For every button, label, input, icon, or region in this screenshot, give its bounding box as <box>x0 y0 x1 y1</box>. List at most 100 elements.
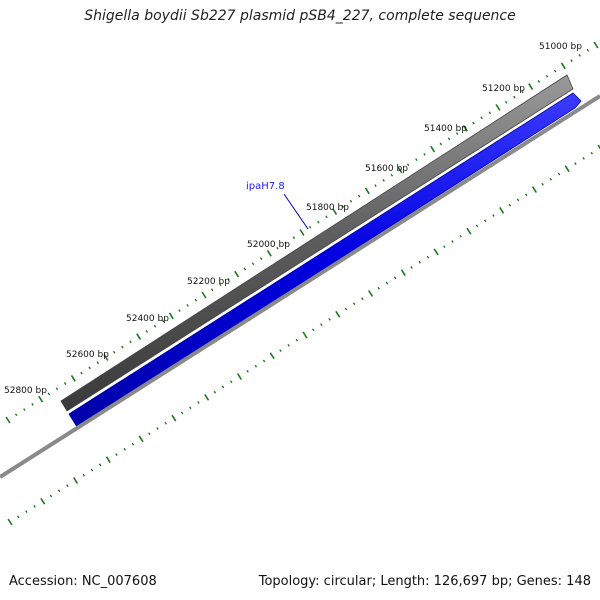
inner-tick <box>443 245 446 249</box>
outer-tick <box>14 413 18 417</box>
inner-tick <box>180 411 184 415</box>
inner-tick <box>393 276 397 280</box>
outer-tick <box>5 416 11 424</box>
inner-tick <box>574 162 577 165</box>
outer-tick <box>325 215 328 219</box>
outer-tick <box>397 166 403 174</box>
inner-tick <box>352 302 356 306</box>
outer-tick <box>55 387 59 391</box>
inner-tick <box>287 344 290 347</box>
scale-label-52000: 52000 bp <box>247 240 290 250</box>
scale-label-51600: 51600 bp <box>365 164 408 174</box>
inner-tick <box>335 310 341 318</box>
outer-tick <box>96 361 100 365</box>
outer-tick <box>528 83 534 91</box>
outer-tick <box>88 366 91 370</box>
outer-tick <box>495 104 501 111</box>
scale-label-52800: 52800 bp <box>4 386 47 396</box>
outer-tick <box>136 333 142 341</box>
inner-tick <box>164 421 167 425</box>
outer-tick <box>364 187 370 195</box>
outer-tick <box>439 142 443 146</box>
inner-tick <box>269 352 275 360</box>
outer-tick <box>243 267 247 271</box>
inner-tick <box>400 269 406 277</box>
inner-tick <box>557 172 561 176</box>
inner-tick <box>148 432 151 436</box>
outer-tick <box>276 246 279 250</box>
gene-feature-ipaH7.8[interactable] <box>68 92 582 428</box>
inner-tick <box>525 193 528 197</box>
inner-tick <box>131 442 135 446</box>
inner-tick <box>508 203 512 207</box>
inner-tick <box>433 248 439 256</box>
inner-tick <box>426 255 430 259</box>
inner-tick <box>16 515 20 519</box>
outer-tick <box>210 288 214 292</box>
inner-tick <box>302 331 308 339</box>
outer-tick <box>234 270 240 278</box>
thin-grey-track <box>0 94 600 479</box>
inner-tick <box>368 290 374 297</box>
outer-tick <box>578 54 581 57</box>
outer-tick <box>415 158 418 161</box>
outer-tick <box>537 80 541 83</box>
outer-tick <box>349 199 353 203</box>
inner-tick <box>66 484 69 488</box>
outer-tick <box>145 330 149 333</box>
inner-tick <box>516 198 520 202</box>
inner-tick <box>410 266 413 269</box>
inner-tick <box>590 151 594 155</box>
inner-tick <box>230 380 233 384</box>
inner-tick <box>98 463 102 467</box>
outer-tick <box>266 249 272 257</box>
outer-tick <box>38 395 44 403</box>
inner-tick <box>204 393 210 401</box>
inner-tick <box>254 364 258 368</box>
inner-tick <box>492 214 495 217</box>
outer-tick <box>219 283 222 286</box>
outer-tick <box>570 59 573 62</box>
inner-tick <box>156 427 159 430</box>
scale-label-52200: 52200 bp <box>187 277 230 287</box>
outer-tick <box>593 41 599 49</box>
scale-label-51000: 51000 bp <box>539 42 582 52</box>
inner-tick <box>466 227 472 235</box>
outer-tick <box>374 184 377 187</box>
scale-label-51800: 51800 bp <box>306 203 349 213</box>
outer-tick <box>194 298 198 302</box>
outer-tick <box>390 173 394 177</box>
inner-tick <box>344 307 348 311</box>
outer-tick <box>488 111 492 115</box>
outer-tick <box>103 354 109 361</box>
inner-tick <box>73 477 79 484</box>
inner-tick <box>549 177 553 181</box>
outer-tick <box>521 90 524 94</box>
inner-tick <box>582 157 585 160</box>
inner-tick <box>246 369 249 373</box>
inner-tick <box>138 435 144 443</box>
outer-tick <box>201 291 207 299</box>
gene-label-ipaH7.8[interactable]: ipaH7.8 <box>246 181 285 192</box>
inner-tick <box>7 518 13 526</box>
outer-tick <box>308 225 312 229</box>
outer-tick <box>341 205 345 208</box>
outer-tick <box>63 382 67 385</box>
outer-tick <box>168 312 174 320</box>
outer-tick <box>447 137 451 141</box>
outer-tick <box>317 220 320 224</box>
inner-tick <box>499 206 505 214</box>
inner-tick <box>57 489 61 493</box>
scale-label-51200: 51200 bp <box>482 84 525 94</box>
outer-tick <box>560 62 566 70</box>
outer-tick <box>332 208 338 216</box>
inner-tick <box>221 385 225 389</box>
inner-tick <box>377 286 380 290</box>
inner-tick <box>475 224 479 228</box>
outer-tick <box>31 403 34 406</box>
inner-tick <box>311 328 315 332</box>
outer-tick <box>80 371 83 375</box>
outer-tick <box>178 309 181 312</box>
inner-tick <box>82 473 85 477</box>
outer-tick <box>227 278 230 281</box>
